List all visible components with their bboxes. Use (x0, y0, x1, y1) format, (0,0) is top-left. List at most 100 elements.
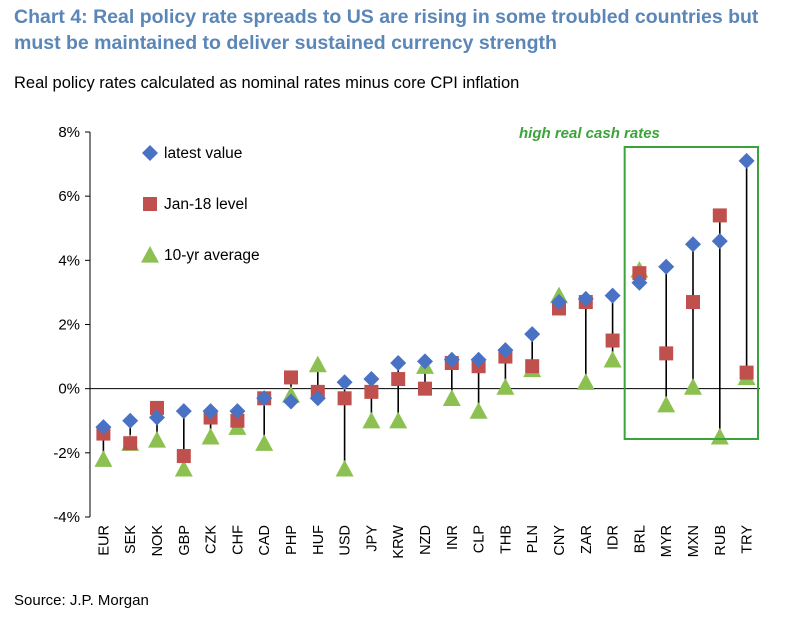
data-point-diamond (631, 274, 648, 291)
source-note: Source: J.P. Morgan (14, 592, 149, 609)
highlight-box (623, 146, 759, 440)
legend-label: 10-yr average (164, 247, 260, 264)
y-tick-label: 4% (58, 252, 80, 269)
data-point-diamond (577, 290, 594, 307)
x-tick-label: IDR (606, 525, 622, 550)
x-tick-label: SEK (123, 525, 139, 554)
x-tick-label: KRW (391, 525, 407, 559)
x-tick-label: ZAR (579, 525, 595, 554)
data-point-triangle (576, 373, 595, 390)
data-point-diamond (256, 390, 273, 407)
data-point-square (176, 449, 191, 464)
data-point-diamond (658, 258, 675, 275)
data-point-diamond (95, 419, 112, 436)
x-tick-label: PHP (284, 525, 300, 555)
data-point-square (712, 208, 727, 223)
data-point-square (632, 266, 647, 281)
data-point-triangle (496, 378, 515, 395)
data-point-triangle (657, 395, 676, 413)
x-tick-label: MXN (686, 525, 702, 557)
data-markers (94, 152, 756, 477)
data-point-triangle (442, 389, 461, 406)
chart-subtitle: Real policy rates calculated as nominal … (14, 74, 520, 92)
y-tick-label: -2% (53, 445, 80, 462)
data-point-diamond (604, 287, 621, 304)
x-tick-label: RUB (713, 525, 729, 556)
data-point-triangle (603, 350, 622, 368)
data-point-triangle (94, 450, 113, 467)
data-point-diamond (122, 412, 139, 429)
x-tick-label: THB (498, 525, 514, 554)
x-tick-label: MYR (659, 525, 675, 557)
data-point-square (230, 413, 245, 428)
data-point-square (150, 400, 164, 415)
legend-label: Jan-18 level (164, 196, 248, 213)
x-tick-label: CHF (230, 525, 246, 555)
y-tick-label: 8% (58, 124, 80, 141)
chart-title: Chart 4: Real policy rate spreads to US … (14, 6, 759, 54)
y-tick-label: 2% (58, 317, 80, 334)
data-point-square (284, 370, 298, 385)
data-point-diamond (738, 152, 755, 169)
data-point-diamond (497, 342, 514, 359)
x-tick-label: JPY (364, 525, 380, 552)
legend-marker-square (143, 197, 157, 211)
data-point-square (337, 391, 352, 406)
data-point-diamond (685, 236, 701, 253)
data-point-diamond (283, 393, 299, 410)
axis-layer: 8% 6% 4% 2% 0% -2% -4% EUR SEK NOK GBP CZK CHF CAD PHP… (53, 124, 760, 559)
data-point-square (686, 295, 700, 310)
data-point-triangle (389, 411, 408, 429)
data-point-diamond (202, 403, 219, 420)
data-point-square (739, 365, 754, 380)
x-tick-label: CZK (204, 525, 220, 554)
data-point-diamond (175, 403, 192, 420)
data-point-diamond (711, 233, 728, 250)
data-point-diamond (149, 409, 165, 426)
x-tick-label: BRL (632, 525, 648, 553)
x-tick-label: NOK (150, 525, 166, 557)
y-tick-label: -4% (53, 509, 80, 526)
x-tick-label: HUF (311, 525, 327, 555)
y-tick-label: 0% (58, 381, 80, 398)
x-tick-label: CNY (552, 525, 568, 556)
x-tick-label: CLP (472, 525, 488, 553)
data-point-diamond (336, 374, 353, 391)
data-point-diamond (470, 351, 487, 368)
data-point-triangle (174, 459, 193, 477)
data-point-diamond (229, 403, 246, 420)
data-point-square (391, 372, 406, 387)
data-point-triangle (148, 431, 166, 448)
data-point-square (659, 346, 674, 361)
data-point-triangle (362, 411, 381, 429)
legend: latest value Jan-18 level 10-yr average (141, 145, 260, 264)
data-point-square (418, 381, 432, 396)
x-tick-label: USD (338, 525, 354, 556)
data-point-square (605, 333, 620, 348)
data-point-diamond (551, 294, 567, 311)
x-tick-label: INR (445, 525, 461, 550)
legend-label: latest value (164, 145, 242, 162)
data-point-triangle (308, 355, 327, 373)
data-point-square (525, 359, 540, 374)
data-point-diamond (309, 390, 326, 407)
annotation-label: high real cash rates (519, 125, 660, 142)
annotation-layer: high real cash rates (519, 125, 759, 440)
data-point-triangle (469, 402, 488, 419)
data-point-diamond (443, 351, 460, 368)
legend-marker-diamond (142, 145, 158, 161)
data-point-diamond (417, 353, 433, 370)
data-point-diamond (524, 326, 541, 343)
data-point-triangle (710, 427, 729, 445)
data-point-diamond (390, 355, 407, 371)
y-tick-label: 6% (58, 188, 80, 205)
data-point-square (364, 384, 379, 399)
x-tick-label: PLN (525, 525, 541, 553)
data-point-triangle (335, 459, 354, 477)
legend-marker-triangle (141, 246, 159, 263)
data-point-square (123, 436, 138, 451)
x-tick-label: CAD (257, 525, 273, 556)
data-point-triangle (201, 427, 220, 445)
x-tick-label: EUR (96, 525, 112, 556)
